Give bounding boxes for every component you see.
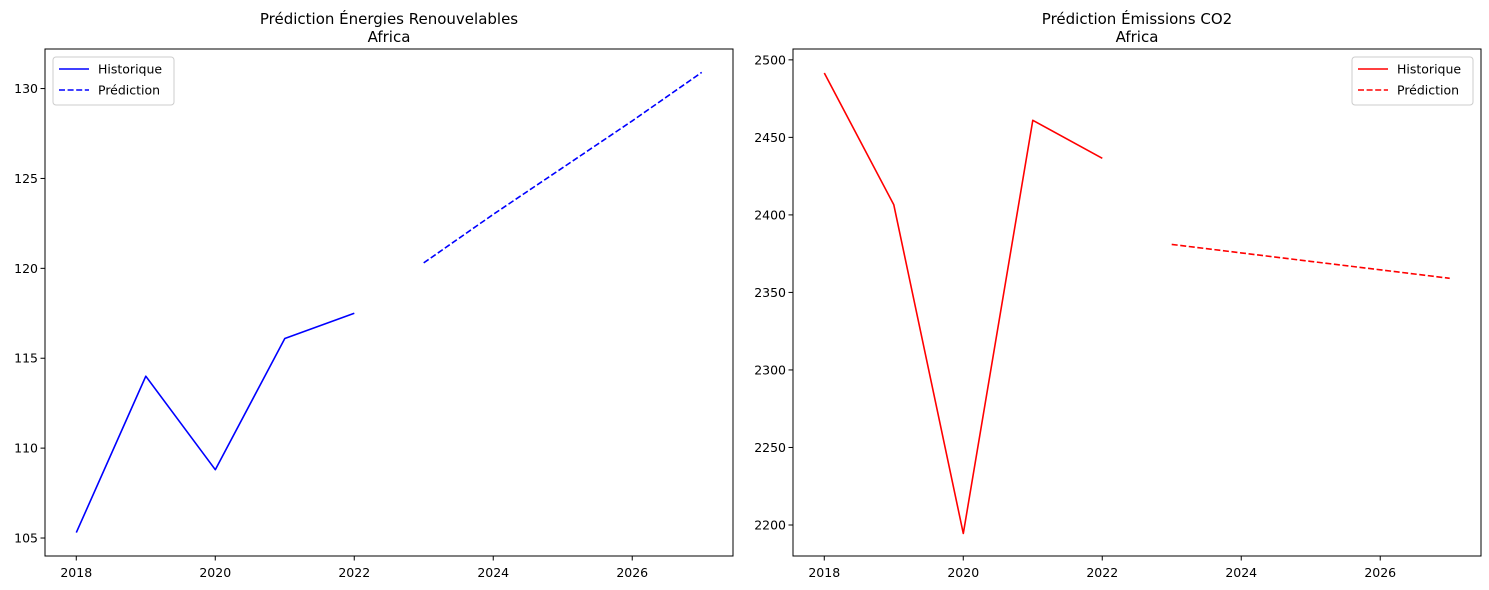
plot-lines [75, 71, 703, 533]
x-tick-label: 2022 [1086, 565, 1118, 580]
x-tick-label: 2026 [616, 565, 648, 580]
legend-label-historique: Historique [98, 62, 162, 77]
y-tick-label: 2300 [754, 362, 786, 377]
legend-label-prediction: Prédiction [98, 83, 160, 98]
y-tick-label: 120 [14, 261, 38, 276]
y-tick-label: 110 [14, 441, 38, 456]
x-tick-label: 2022 [338, 565, 370, 580]
x-tick-label: 2024 [477, 565, 509, 580]
plot-lines [823, 72, 1450, 535]
series-line-historique [823, 72, 1103, 535]
y-tick-label: 2450 [754, 130, 786, 145]
x-tick-label: 2018 [60, 565, 92, 580]
x-tick-label: 2020 [947, 565, 979, 580]
y-tick-label: 2250 [754, 440, 786, 455]
chart-subtitle: Africa [368, 28, 411, 46]
y-tick-label: 2500 [754, 52, 786, 67]
chart-title: Prédiction Émissions CO2 [1042, 9, 1232, 28]
series-line-prediction [423, 71, 703, 264]
chart-subtitle: Africa [1116, 28, 1159, 46]
x-tick-label: 2018 [808, 565, 840, 580]
y-axis: 2200 2250 2300 2350 2400 2450 2500 [754, 52, 793, 532]
legend-label-prediction: Prédiction [1397, 83, 1459, 98]
y-tick-label: 2400 [754, 207, 786, 222]
x-axis: 2018 2020 2022 2024 2026 [808, 556, 1396, 580]
series-line-prediction [1171, 243, 1450, 280]
y-tick-label: 115 [14, 351, 38, 366]
series-line-historique [75, 312, 355, 533]
legend: Historique Prédiction [52, 56, 175, 106]
x-tick-label: 2020 [199, 565, 231, 580]
x-tick-label: 2024 [1225, 565, 1257, 580]
y-tick-label: 2350 [754, 285, 786, 300]
x-axis: 2018 2020 2022 2024 2026 [60, 556, 648, 580]
legend: Historique Prédiction [1351, 56, 1474, 106]
plot-frame [792, 48, 1482, 557]
y-axis: 105 110 115 120 125 130 [14, 81, 45, 546]
y-tick-label: 105 [14, 531, 38, 546]
chart-title: Prédiction Énergies Renouvelables [260, 9, 518, 28]
y-tick-label: 125 [14, 171, 38, 186]
plot-frame [44, 48, 734, 557]
chart-co2: Prédiction Émissions CO2 Africa 2018 2020… [754, 9, 1482, 580]
y-tick-label: 130 [14, 81, 38, 96]
y-tick-label: 2200 [754, 517, 786, 532]
legend-label-historique: Historique [1397, 62, 1461, 77]
x-tick-label: 2026 [1364, 565, 1396, 580]
chart-renewables: Prédiction Énergies Renouvelables Africa… [14, 9, 734, 580]
